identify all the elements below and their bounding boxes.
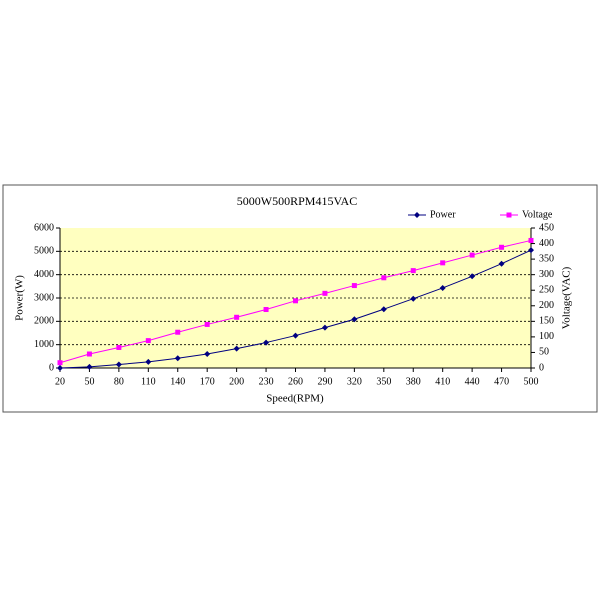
point (528, 237, 534, 243)
x-tick-label: 440 (465, 376, 480, 387)
point (410, 268, 416, 274)
point (234, 314, 240, 320)
x-tick-label: 170 (200, 376, 215, 387)
point (263, 339, 270, 346)
x-tick-label: 470 (494, 376, 509, 387)
y-tick-label: 5000 (34, 246, 54, 257)
x-tick-label: 230 (259, 376, 274, 387)
y-axis-title: Power(W) (14, 275, 26, 321)
point (381, 275, 387, 281)
chart-title: 5000W500RPM415VAC (237, 194, 357, 208)
legend-label: Voltage (522, 209, 553, 220)
point (86, 351, 92, 357)
y2-tick-label: 250 (539, 285, 554, 296)
x-tick-label: 380 (406, 376, 421, 387)
y2-tick-label: 0 (539, 362, 544, 373)
point (115, 361, 122, 368)
y2-tick-label: 200 (539, 300, 554, 311)
legend-marker (506, 212, 512, 218)
point (410, 295, 417, 302)
point (57, 360, 63, 366)
point (351, 283, 357, 289)
point (292, 332, 299, 339)
y-tick-label: 3000 (34, 292, 54, 303)
x-tick-label: 50 (84, 376, 94, 387)
point (439, 284, 446, 291)
y-tick-label: 1000 (34, 339, 54, 350)
point (351, 316, 358, 323)
y2-tick-label: 300 (539, 269, 554, 280)
point (498, 260, 505, 267)
point (469, 273, 476, 280)
x-tick-label: 110 (141, 376, 156, 387)
x-tick-label: 200 (229, 376, 244, 387)
point (145, 338, 151, 344)
y-tick-label: 0 (49, 362, 54, 373)
point (204, 321, 210, 327)
point (322, 290, 328, 296)
x-tick-label: 80 (114, 376, 124, 387)
point (86, 363, 93, 370)
x-tick-label: 500 (524, 376, 539, 387)
point (528, 247, 534, 254)
y2-tick-label: 50 (539, 347, 549, 358)
x-tick-label: 20 (55, 376, 65, 387)
y2-tick-label: 450 (539, 222, 554, 233)
x-tick-label: 260 (288, 376, 303, 387)
point (380, 306, 387, 313)
point (293, 298, 298, 304)
x-tick-label: 290 (317, 376, 332, 387)
point (174, 355, 181, 362)
point (233, 345, 240, 352)
y-tick-label: 6000 (34, 222, 54, 233)
y2-tick-label: 350 (539, 253, 554, 264)
point (204, 351, 211, 357)
x-tick-label: 350 (376, 376, 391, 387)
y2-tick-label: 100 (539, 331, 554, 342)
point (469, 252, 475, 258)
point (175, 329, 181, 335)
point (263, 307, 269, 313)
point (57, 365, 63, 371)
y2-tick-label: 150 (539, 316, 554, 327)
x-tick-label: 410 (435, 376, 450, 387)
y2-axis-title: Voltage(VAC) (561, 266, 573, 329)
x-axis-title: Speed(RPM) (266, 393, 324, 405)
point (499, 244, 505, 250)
y-tick-label: 4000 (34, 269, 54, 280)
x-tick-label: 140 (170, 376, 185, 387)
y2-tick-label: 400 (539, 238, 554, 249)
point (116, 344, 122, 350)
point (440, 260, 446, 266)
legend-label: Power (430, 209, 456, 220)
legend-marker (414, 212, 420, 218)
y-tick-label: 2000 (34, 316, 54, 327)
point (145, 358, 152, 365)
point (321, 324, 328, 331)
x-tick-label: 320 (347, 376, 362, 387)
